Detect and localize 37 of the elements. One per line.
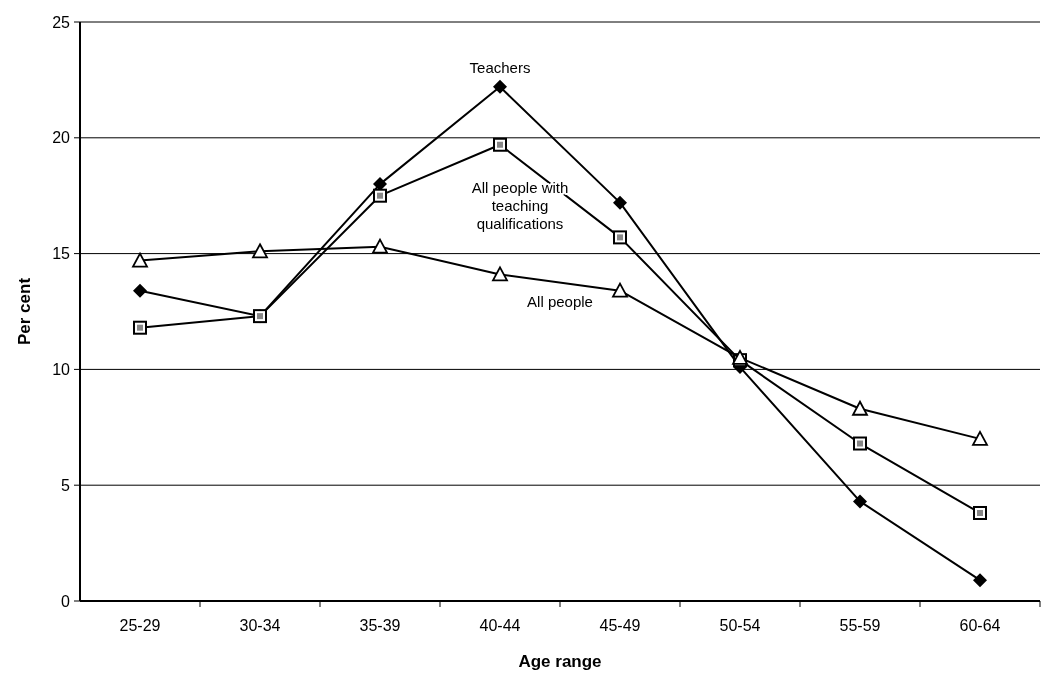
point — [132, 252, 148, 268]
point — [973, 505, 987, 520]
y-tick-label: 10 — [52, 361, 71, 378]
x-axis-title: Age range — [518, 652, 602, 671]
point — [372, 238, 388, 254]
point — [853, 436, 867, 451]
point — [252, 243, 268, 259]
point — [492, 266, 508, 282]
point — [373, 188, 387, 203]
x-tick-label: 45-49 — [599, 617, 641, 634]
point — [732, 349, 748, 365]
x-tick-label: 30-34 — [239, 617, 281, 634]
series-label: Teachers — [469, 58, 531, 76]
point — [853, 494, 867, 509]
y-axis-title: Per cent — [15, 277, 34, 346]
x-tick-label: 25-29 — [119, 617, 161, 634]
x-tick-label: 40-44 — [479, 617, 521, 634]
y-tick-label: 15 — [52, 245, 71, 263]
point — [973, 573, 987, 588]
y-tick-label: 25 — [52, 13, 71, 31]
x-tick-label: 60-64 — [959, 617, 1001, 634]
y-tick-label: 20 — [52, 129, 71, 147]
point — [972, 430, 988, 446]
point — [133, 283, 147, 298]
series-label: All people — [527, 292, 593, 310]
y-tick-label: 5 — [61, 476, 71, 494]
point — [612, 282, 628, 298]
x-tick-label: 55-59 — [839, 617, 881, 634]
point — [493, 137, 507, 152]
point — [493, 79, 507, 94]
y-tick-label: 0 — [61, 592, 71, 610]
point — [613, 230, 627, 245]
x-tick-label: 50-54 — [719, 617, 761, 634]
point — [133, 320, 147, 335]
point — [852, 400, 868, 416]
point — [613, 195, 627, 210]
x-tick-label: 35-39 — [359, 617, 401, 634]
